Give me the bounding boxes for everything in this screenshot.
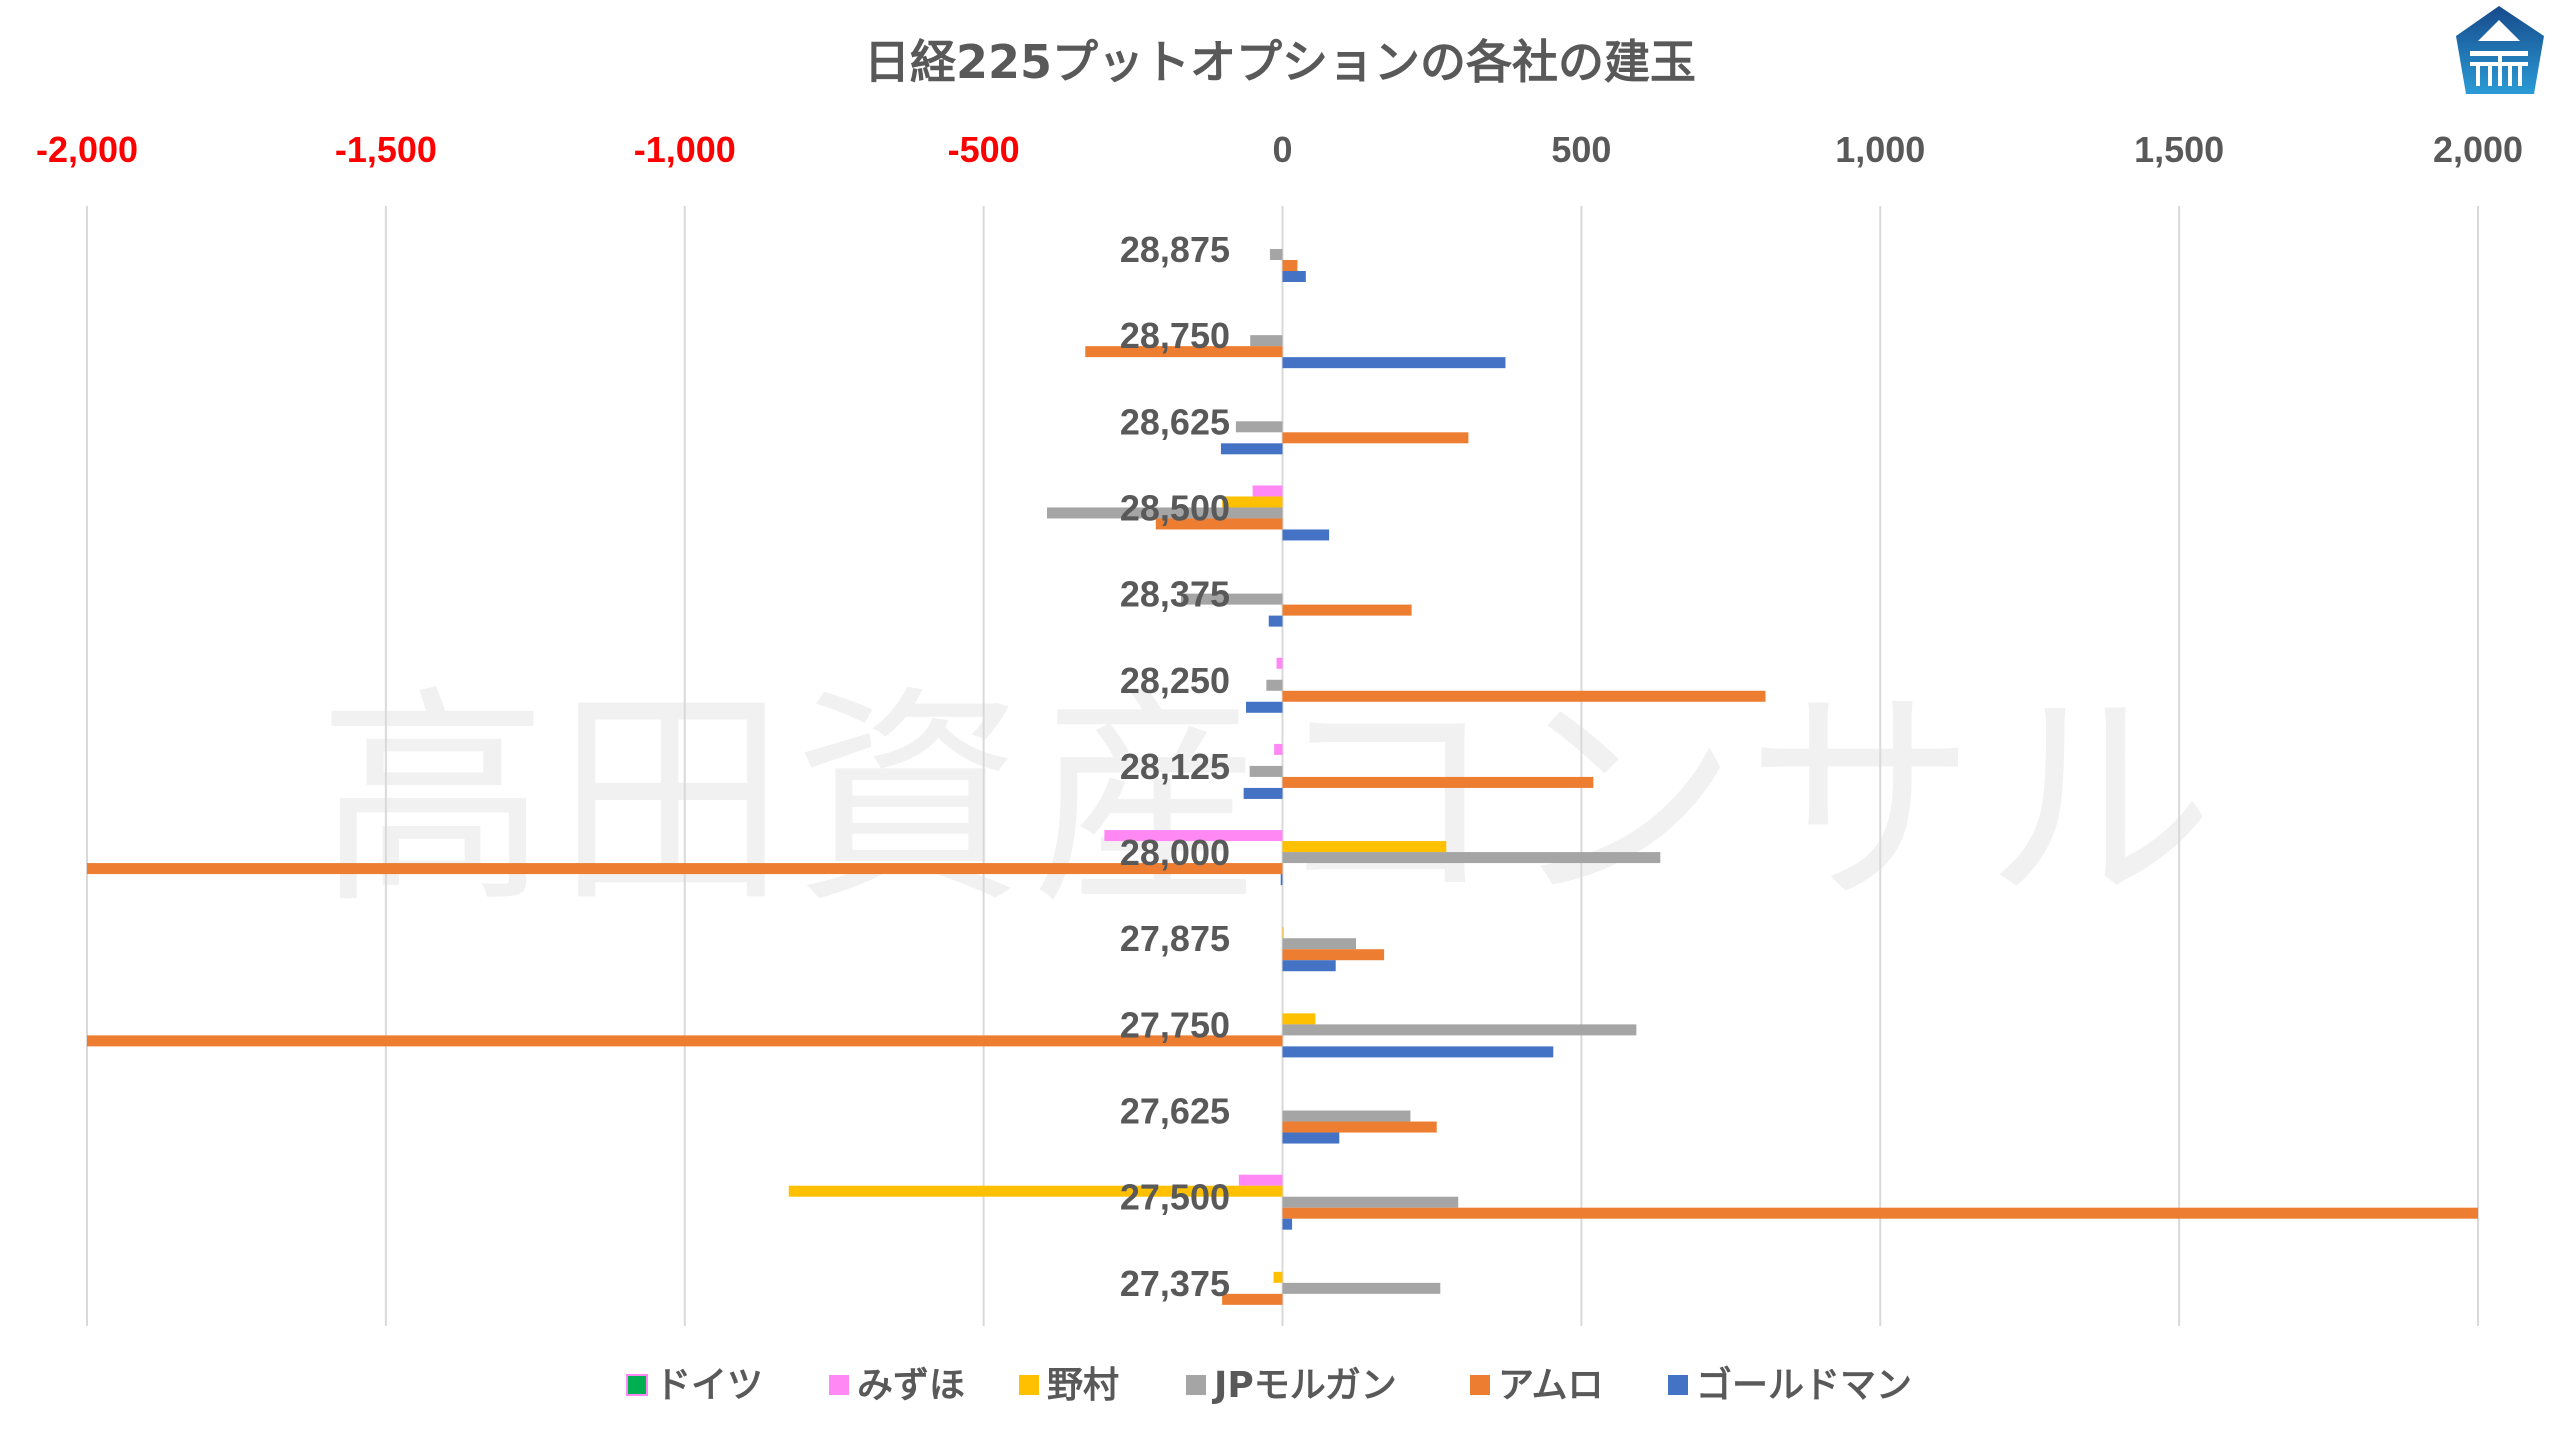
category-label: 28,250 <box>1120 660 1230 701</box>
legend-swatch <box>1470 1375 1490 1395</box>
bar-ゴールドマン-27,500 <box>1282 1218 1293 1230</box>
bar-野村-28,500 <box>1222 496 1283 508</box>
bar-アムロ-27,500 <box>1282 1207 2478 1219</box>
legend-item: ゴールドマン <box>1668 1364 1912 1406</box>
category-label: 28,375 <box>1120 574 1230 615</box>
bar-ゴールドマン-28,125 <box>1243 787 1283 799</box>
chart-title: 日経225プットオプションの各社の建玉 <box>864 35 1696 89</box>
bar-JPモルガン-28,375 <box>1180 593 1283 605</box>
bar-アムロ-27,875 <box>1282 949 1385 961</box>
bar-アムロ-28,500 <box>1155 518 1283 530</box>
bar-ゴールドマン-28,375 <box>1268 615 1283 627</box>
category-label: 28,000 <box>1120 832 1230 873</box>
bar-アムロ-28,000 <box>87 863 1283 875</box>
bar-アムロ-27,625 <box>1282 1121 1437 1133</box>
legend-label: アムロ <box>1498 1365 1603 1406</box>
legend-item: 野村 <box>1019 1365 1119 1406</box>
x-tick-label: 1,000 <box>1835 129 1925 170</box>
legend-label: 野村 <box>1047 1365 1119 1406</box>
category-label: 28,500 <box>1120 487 1230 528</box>
legend-label: ドイツ <box>655 1365 763 1406</box>
bar-ゴールドマン-27,875 <box>1282 960 1336 972</box>
bar-アムロ-28,250 <box>1282 690 1766 702</box>
bar-ゴールドマン-28,250 <box>1246 701 1283 713</box>
bar-アムロ-28,750 <box>1085 346 1283 358</box>
legend-swatch <box>829 1375 849 1395</box>
legend-swatch <box>1186 1375 1206 1395</box>
bar-アムロ-28,875 <box>1282 260 1298 271</box>
x-axis-ticks: -2,000 -1,500 -1,000 -500 0 500 1,000 1,500 2,00… <box>36 129 2523 170</box>
category-label: 28,750 <box>1120 315 1230 356</box>
bar-アムロ-27,750 <box>87 1035 1283 1047</box>
bar-野村-27,875 <box>1282 927 1284 939</box>
x-tick-label: 500 <box>1551 129 1611 170</box>
bar-みずほ-28,000 <box>1104 830 1283 842</box>
bar-ゴールドマン-28,750 <box>1282 357 1506 369</box>
bar-野村-28,000 <box>1282 841 1447 853</box>
bar-みずほ-28,250 <box>1276 657 1283 669</box>
bar-JPモルガン-27,375 <box>1282 1282 1441 1294</box>
bar-野村-27,500 <box>788 1185 1283 1197</box>
x-tick-label: 2,000 <box>2433 129 2523 170</box>
legend-swatch <box>626 1374 648 1396</box>
legend-label: JPモルガン <box>1211 1365 1397 1406</box>
legend-item: みずほ <box>829 1365 965 1406</box>
legend-label: みずほ <box>857 1365 965 1406</box>
category-labels: 28,875 28,750 28,625 28,500 28,375 28,250 28,1… <box>1120 229 1230 1304</box>
category-label: 28,125 <box>1120 746 1230 787</box>
bar-JPモルガン-27,750 <box>1282 1024 1637 1036</box>
category-label: 27,625 <box>1120 1091 1230 1132</box>
bar-JPモルガン-28,625 <box>1235 421 1283 433</box>
x-tick-label: -1,000 <box>634 129 736 170</box>
legend-label: ゴールドマン <box>1696 1364 1912 1406</box>
category-label: 27,500 <box>1120 1177 1230 1218</box>
bar-JPモルガン-28,125 <box>1249 765 1283 777</box>
bar-JPモルガン-28,500 <box>1046 507 1283 519</box>
legend-swatch <box>1019 1375 1039 1395</box>
bars <box>87 249 2478 1305</box>
category-label: 27,875 <box>1120 918 1230 959</box>
bar-ゴールドマン-28,000 <box>1280 874 1283 886</box>
bar-ゴールドマン-27,750 <box>1282 1046 1554 1058</box>
x-tick-label: 0 <box>1272 129 1292 170</box>
category-label: 27,750 <box>1120 1004 1230 1045</box>
legend: ドイツ みずほ 野村 JPモルガン アムロ ゴールドマン <box>626 1364 1912 1406</box>
gridlines <box>86 206 2479 1326</box>
bar-野村-27,750 <box>1282 1013 1316 1025</box>
x-tick-label: -1,500 <box>335 129 437 170</box>
bar-アムロ-27,375 <box>1222 1293 1283 1305</box>
bar-アムロ-28,625 <box>1282 432 1469 444</box>
bar-JPモルガン-27,625 <box>1282 1110 1411 1122</box>
bar-アムロ-28,375 <box>1282 604 1412 616</box>
x-tick-label: 1,500 <box>2134 129 2224 170</box>
bar-ゴールドマン-28,625 <box>1220 443 1283 455</box>
bar-JPモルガン-27,875 <box>1282 938 1357 950</box>
bar-みずほ-28,500 <box>1252 485 1283 497</box>
category-label: 28,875 <box>1120 229 1230 270</box>
x-tick-label: -2,000 <box>36 129 138 170</box>
bar-JPモルガン-28,250 <box>1266 679 1283 691</box>
bar-ゴールドマン-28,875 <box>1282 271 1306 282</box>
category-label: 27,375 <box>1120 1263 1230 1304</box>
bar-みずほ-27,500 <box>1238 1174 1283 1186</box>
bar-みずほ-28,125 <box>1274 743 1283 755</box>
legend-item: アムロ <box>1470 1365 1603 1406</box>
bar-野村-27,375 <box>1273 1271 1283 1283</box>
x-tick-label: -500 <box>948 129 1020 170</box>
category-label: 28,625 <box>1120 401 1230 442</box>
legend-item: ドイツ <box>626 1365 763 1406</box>
company-logo <box>2456 6 2544 94</box>
bar-JPモルガン-28,000 <box>1282 852 1661 864</box>
bar-ゴールドマン-27,625 <box>1282 1132 1340 1144</box>
bar-ゴールドマン-28,500 <box>1282 529 1330 541</box>
bar-JPモルガン-28,750 <box>1250 335 1283 347</box>
legend-item: JPモルガン <box>1186 1365 1397 1406</box>
bar-JPモルガン-28,875 <box>1269 249 1283 260</box>
bar-JPモルガン-27,500 <box>1282 1196 1459 1208</box>
bar-アムロ-28,125 <box>1282 776 1594 788</box>
legend-swatch <box>1668 1375 1688 1395</box>
